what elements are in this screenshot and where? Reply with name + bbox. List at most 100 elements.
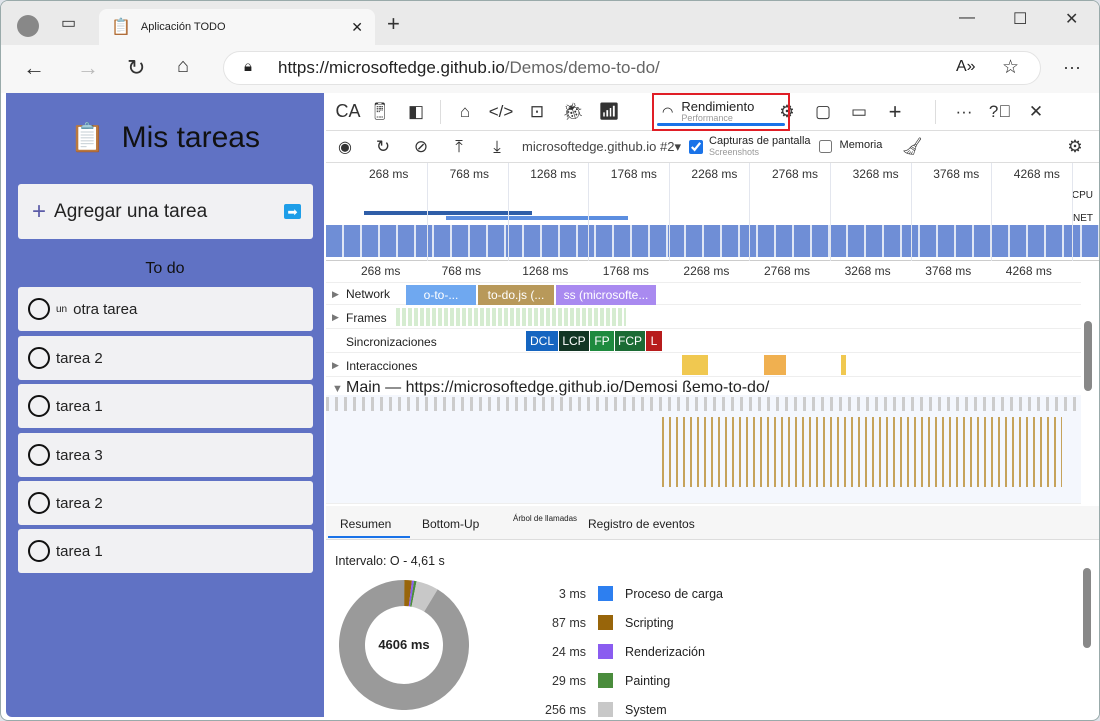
back-icon[interactable]: ← [23,55,45,80]
tab-actions-icon[interactable]: ▭ [61,15,77,32]
memory-chip-icon[interactable]: ⚙︎ [779,101,795,121]
timing-marker-dcl[interactable]: DCL [526,331,558,351]
screenshots-checkbox[interactable] [689,139,704,154]
net-label: NET [1073,213,1093,224]
more-menu-icon[interactable]: ··· [1063,57,1081,77]
minimize-icon[interactable]: — [959,9,975,26]
browser-tab[interactable]: 📋 Aplicación TODO ✕ [99,9,375,45]
timing-marker-lcp[interactable]: LCP [559,331,589,351]
checkbox-circle[interactable] [28,492,50,514]
checkbox-circle[interactable] [28,444,50,466]
tick-label: 3768 ms [933,167,980,181]
legend-value: 29 ms [551,673,586,688]
tick-label: 1768 ms [602,264,649,278]
recorder-camera-icon[interactable]: ▭ [850,101,868,121]
track-timings[interactable]: Sincronizaciones DCL LCP FP FCP L [326,329,1081,353]
garbage-collect-broom-icon[interactable]: 🧹︎ [901,136,924,156]
checkbox-circle[interactable] [28,347,50,369]
task-item[interactable]: tarea 2 [18,336,313,380]
memory-checkbox[interactable] [818,140,832,153]
welcome-home-icon[interactable]: ⌂ [459,101,471,121]
grid-line [991,163,993,261]
application-icon[interactable]: ▢ [814,101,832,121]
target-select[interactable]: microsoftedge.github.io #2▾ [522,138,682,154]
checkbox-circle[interactable] [28,395,50,417]
new-tab-icon[interactable]: + [387,11,400,36]
network-request[interactable]: ss (microsofte... [556,285,656,305]
interaction-bar[interactable] [764,355,786,375]
summary-donut-chart [339,580,469,710]
track-frames[interactable]: ▶ Frames [326,305,1081,329]
console-icon[interactable]: ⊡ [529,101,545,121]
track-network[interactable]: o-to-... to-do.js (... ss (microsofte...… [326,283,1081,305]
summary-scrollbar[interactable] [1083,568,1091,648]
timeline-main[interactable]: 268 ms 768 ms 1268 ms 1768 ms 2268 ms 2768 ms… [326,261,1099,504]
timeline-overview[interactable]: CPU NET 268 ms 768 ms 1268 ms 1768 ms 2268 m… [326,163,1099,261]
forward-icon[interactable]: → [77,55,99,80]
clear-icon[interactable]: ⊘ [413,136,429,156]
device-emulation-icon[interactable]: 📱︎ [369,101,391,121]
close-tab-icon[interactable]: ✕ [351,18,363,35]
tick-label: 4268 ms [1013,167,1060,181]
screenshots-label: Capturas de pantalla [709,135,811,147]
tab-summary[interactable]: Resumen [340,517,392,531]
interaction-bar[interactable] [841,355,846,375]
add-task-button[interactable]: + Agregar una tarea ➡ [18,184,313,239]
grid-line [427,163,428,261]
summary-legend-row: 29 ms Painting [521,673,670,688]
sources-bug-icon[interactable]: 🐞︎ [562,101,584,121]
profile-avatar[interactable] [17,15,39,37]
task-item[interactable]: tarea 2 [18,481,313,525]
upload-icon[interactable]: ⤒ [455,136,463,156]
timeline-scrollbar[interactable] [1084,321,1092,391]
read-aloud-icon[interactable]: A» [956,58,976,75]
timing-marker-fp[interactable]: FP [590,331,614,351]
more-tools-plus-icon[interactable]: + [888,98,902,124]
tick-label: 3268 ms [852,167,899,181]
dock-icon[interactable]: ◧ [407,101,425,121]
track-main[interactable]: ▼ Main — https://microsoftedge.github.io/… [326,377,1081,504]
home-icon[interactable]: ⌂ [177,55,190,77]
tick-label: 2268 ms [683,264,730,278]
task-item[interactable]: tarea 3 [18,433,313,477]
url-field[interactable]: 🔒︎ https://microsoftedge.github.io/Demos… [223,51,1041,85]
track-label: Sincronizaciones [346,335,437,349]
refresh-icon[interactable]: ↻ [127,55,146,80]
network-request[interactable]: to-do.js (... [478,285,554,305]
reload-record-icon[interactable]: ↻ [375,136,391,156]
task-item[interactable]: tarea 1 [18,384,313,428]
tick-label: 2268 ms [691,167,738,181]
network-request[interactable]: o-to-... [406,285,476,305]
tab-event-log[interactable]: Registro de eventos [588,517,695,531]
task-item[interactable]: un otra tarea [18,287,313,331]
inspect-ca-button[interactable]: CA [335,101,361,121]
memory-label: Memoria [839,138,883,151]
task-item[interactable]: tarea 1 [18,529,313,573]
record-icon[interactable]: ◉ [338,138,352,156]
close-devtools-icon[interactable]: ✕ [1028,101,1044,121]
close-window-icon[interactable]: ✕ [1065,11,1079,28]
summary-panel: Intervalo: O - 4,61 s 4606 ms 3 ms Proces… [326,540,1099,717]
legend-label: Proceso de carga [625,586,723,601]
timing-marker-l[interactable]: L [646,331,662,351]
more-options-icon[interactable]: ··· [955,101,973,121]
timing-marker-fcp[interactable]: FCP [615,331,645,351]
legend-label: System [625,702,667,717]
elements-icon[interactable]: </> [488,101,514,121]
checkbox-circle[interactable] [28,298,50,320]
favorite-star-icon[interactable]: ☆ [1002,57,1020,78]
track-interactions[interactable]: ▶ Interacciones [326,353,1081,377]
checkbox-circle[interactable] [28,540,50,562]
help-icon[interactable]: ?⃝ [988,101,1012,121]
network-wifi-icon[interactable]: 📶︎ [598,101,620,121]
tab-call-tree[interactable]: Árbol de llamadas [513,514,578,523]
timeline-ruler: 268 ms 768 ms 1268 ms 1768 ms 2268 ms 2768 ms… [326,261,1081,283]
tab-performance[interactable]: ◠ Rendimiento Performance [652,93,790,131]
settings-gear-icon[interactable]: ⚙ [1067,136,1083,156]
submit-arrow-icon[interactable]: ➡ [284,204,301,219]
tab-bottom-up[interactable]: Bottom-Up [422,517,480,531]
tick-label: 1768 ms [610,167,657,181]
maximize-icon[interactable]: ☐ [1013,11,1028,28]
interaction-bar[interactable] [682,355,708,375]
download-icon[interactable]: ⤓ [493,136,501,156]
